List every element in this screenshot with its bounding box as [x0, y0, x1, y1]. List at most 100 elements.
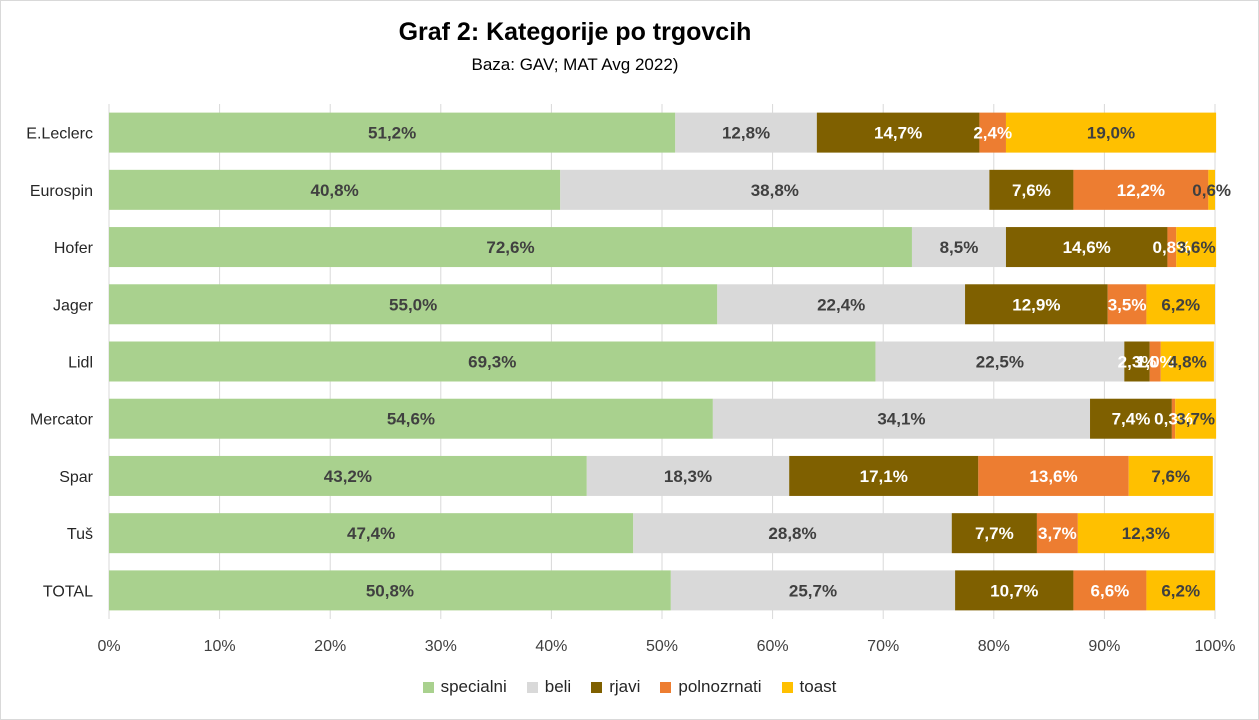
- data-label-toast: 0,6%: [1192, 181, 1231, 200]
- legend-label: beli: [544, 677, 572, 696]
- bar-segment-specialni: [109, 570, 671, 611]
- data-label-beli: 22,5%: [976, 353, 1024, 372]
- bar-segment-polnozrnati: [1167, 227, 1177, 268]
- bar-segment-specialni: [109, 227, 912, 268]
- bar-segment-rjavi: [951, 513, 1037, 554]
- legend-label: rjavi: [609, 677, 641, 696]
- chart-title: Graf 2: Kategorije po trgovcih: [398, 18, 752, 46]
- data-label-toast: 12,3%: [1122, 524, 1170, 543]
- data-label-beli: 18,3%: [664, 467, 712, 486]
- data-label-specialni: 69,3%: [468, 353, 516, 372]
- bar-segment-specialni: [109, 284, 718, 325]
- bar-segment-toast: [1005, 112, 1217, 153]
- data-label-beli: 22,4%: [817, 295, 865, 314]
- data-label-beli: 38,8%: [751, 181, 799, 200]
- bar-segment-beli: [875, 341, 1125, 382]
- data-label-polnozrnati: 0,8%: [1152, 238, 1191, 257]
- bar-segment-toast: [1176, 227, 1217, 268]
- x-tick-label: 100%: [1195, 638, 1236, 655]
- bar-segment-beli: [717, 284, 966, 325]
- data-label-specialni: 40,8%: [311, 181, 359, 200]
- bar-segment-toast: [1146, 284, 1215, 325]
- data-label-specialni: 54,6%: [387, 410, 435, 429]
- data-label-beli: 34,1%: [877, 410, 925, 429]
- bar-segment-beli: [586, 455, 790, 496]
- data-label-specialni: 47,4%: [347, 524, 395, 543]
- y-category-label: Spar: [59, 469, 93, 486]
- data-label-polnozrnati: 12,2%: [1117, 181, 1165, 200]
- data-label-polnozrnati: 3,5%: [1108, 295, 1147, 314]
- data-label-toast: 4,8%: [1168, 353, 1207, 372]
- x-tick-label: 90%: [1088, 638, 1120, 655]
- bar-segment-rjavi: [1005, 227, 1168, 268]
- data-label-rjavi: 14,6%: [1063, 238, 1111, 257]
- bar-segment-beli: [670, 570, 956, 611]
- data-label-rjavi: 7,6%: [1012, 181, 1051, 200]
- data-label-polnozrnati: 13,6%: [1029, 467, 1077, 486]
- x-tick-label: 60%: [757, 638, 789, 655]
- legend-swatch: [781, 681, 793, 693]
- legend-item-toast: toast: [781, 677, 837, 697]
- data-label-rjavi: 17,1%: [860, 467, 908, 486]
- y-category-label: E.Leclerc: [26, 126, 93, 143]
- data-label-polnozrnati: 2,4%: [973, 124, 1012, 143]
- data-label-specialni: 72,6%: [486, 238, 534, 257]
- x-tick-label: 0%: [97, 638, 120, 655]
- bar-segment-rjavi: [989, 169, 1074, 210]
- bar-segment-polnozrnati: [1171, 398, 1176, 439]
- legend-label: specialni: [440, 677, 507, 696]
- chart-subtitle: Baza: GAV; MAT Avg 2022): [471, 55, 679, 74]
- bar-segment-beli: [675, 112, 817, 153]
- bar-segment-rjavi: [1090, 398, 1172, 439]
- legend-swatch: [660, 681, 672, 693]
- bar-segment-polnozrnati: [979, 112, 1006, 153]
- data-label-specialni: 43,2%: [324, 467, 372, 486]
- legend-label: polnozrnati: [678, 677, 762, 696]
- bar-segment-beli: [712, 398, 1091, 439]
- bar-segment-polnozrnati: [1073, 570, 1147, 611]
- bar-segment-specialni: [109, 169, 561, 210]
- data-label-rjavi: 10,7%: [990, 581, 1038, 600]
- legend-label: toast: [799, 677, 837, 696]
- y-category-label: Lidl: [68, 355, 93, 372]
- y-category-label: Hofer: [54, 240, 94, 257]
- bar-segment-polnozrnati: [1107, 284, 1147, 325]
- data-label-polnozrnati: 6,6%: [1091, 581, 1130, 600]
- legend-swatch: [591, 681, 603, 693]
- data-label-polnozrnati: 0,3%: [1154, 410, 1193, 429]
- x-tick-label: 50%: [646, 638, 678, 655]
- bar-segment-rjavi: [789, 455, 979, 496]
- bar-segment-beli: [633, 513, 952, 554]
- data-label-beli: 28,8%: [768, 524, 816, 543]
- bar-segment-rjavi: [1124, 341, 1150, 382]
- bar-segment-beli: [560, 169, 990, 210]
- data-label-rjavi: 2,3%: [1118, 353, 1157, 372]
- x-tick-label: 80%: [978, 638, 1010, 655]
- bar-segment-toast: [1077, 513, 1214, 554]
- y-category-label: Eurospin: [30, 183, 93, 200]
- data-label-toast: 6,2%: [1161, 581, 1200, 600]
- bar-segment-toast: [1128, 455, 1213, 496]
- x-tick-label: 10%: [204, 638, 236, 655]
- bar-segment-toast: [1208, 169, 1215, 210]
- chart-legend: specialni beli rjavi polnozrnati toast: [0, 677, 1259, 697]
- x-tick-label: 30%: [425, 638, 457, 655]
- bar-segment-rjavi: [965, 284, 1108, 325]
- bar-segment-specialni: [109, 513, 634, 554]
- data-label-rjavi: 7,7%: [975, 524, 1014, 543]
- x-tick-label: 70%: [867, 638, 899, 655]
- data-label-toast: 19,0%: [1087, 124, 1135, 143]
- data-label-rjavi: 7,4%: [1112, 410, 1151, 429]
- data-label-rjavi: 12,9%: [1012, 295, 1060, 314]
- data-label-toast: 3,6%: [1177, 238, 1216, 257]
- x-tick-label: 40%: [535, 638, 567, 655]
- y-category-label: Mercator: [30, 412, 94, 429]
- data-label-polnozrnati: 1,0%: [1136, 353, 1175, 372]
- data-label-toast: 3,7%: [1176, 410, 1215, 429]
- legend-swatch: [526, 681, 538, 693]
- y-category-label: Tuš: [67, 526, 93, 543]
- bar-segment-toast: [1175, 398, 1217, 439]
- data-label-beli: 25,7%: [789, 581, 837, 600]
- data-label-rjavi: 14,7%: [874, 124, 922, 143]
